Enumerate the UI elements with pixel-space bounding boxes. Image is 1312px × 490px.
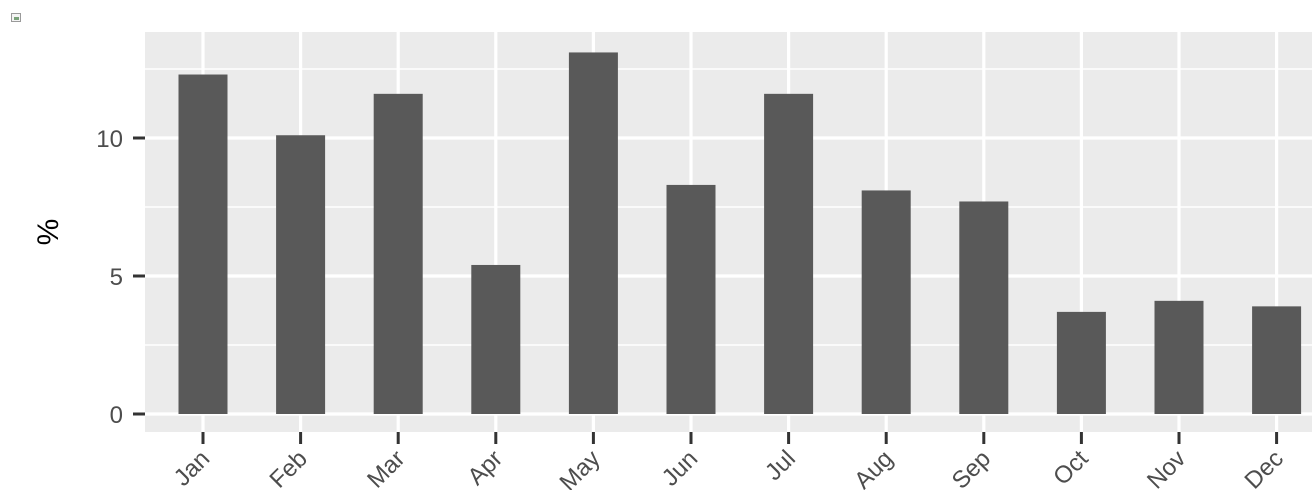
bar-dec: [1252, 306, 1301, 414]
x-axis: Jan Feb Mar Apr May Jun Jul Aug Sep Oct Nov Dec: [169, 432, 1289, 490]
x-tick-label: Oct: [1048, 445, 1094, 490]
y-tick-label: 0: [110, 402, 123, 429]
x-tick-label: Jul: [760, 445, 801, 486]
bar-jun: [667, 185, 716, 414]
y-axis: 0 5 10: [96, 126, 145, 429]
x-tick-label: Jun: [657, 445, 703, 490]
x-tick-label: Nov: [1142, 445, 1191, 490]
bar-feb: [276, 135, 325, 414]
bar-apr: [471, 265, 520, 414]
x-tick-label: May: [554, 445, 605, 490]
y-axis-title: %: [32, 219, 65, 246]
x-tick-label: Dec: [1240, 445, 1289, 490]
x-tick-label: Sep: [947, 445, 996, 490]
y-tick-label: 10: [96, 126, 123, 153]
bar-aug: [862, 190, 911, 414]
x-tick-label: Aug: [849, 445, 898, 490]
x-tick-label: Mar: [362, 445, 410, 490]
bar-jul: [764, 94, 813, 414]
x-tick-label: Apr: [463, 445, 509, 490]
bar-jan: [179, 75, 228, 414]
y-tick-label: 5: [110, 264, 123, 291]
bar-may: [569, 52, 618, 414]
bar-sep: [959, 201, 1008, 414]
bar-nov: [1155, 301, 1204, 414]
bar-oct: [1057, 312, 1106, 414]
x-tick-label: Feb: [265, 445, 313, 490]
x-tick-label: Jan: [169, 445, 215, 490]
bar-mar: [374, 94, 423, 414]
